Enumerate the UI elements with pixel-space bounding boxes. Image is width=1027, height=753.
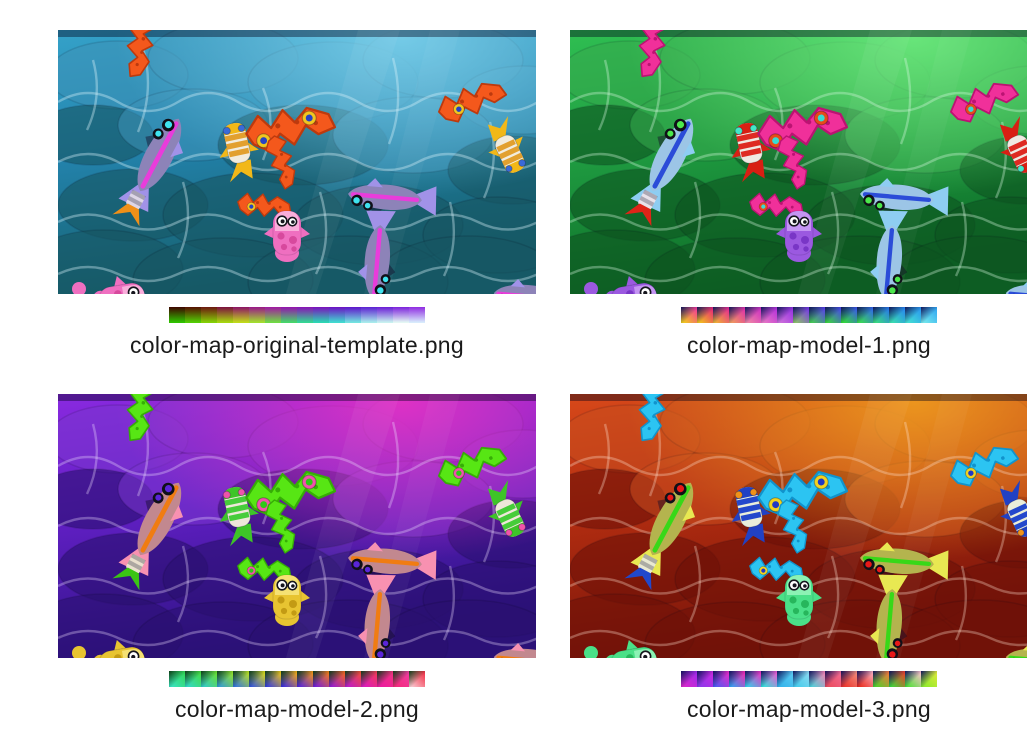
colorbar-tile — [201, 671, 217, 687]
colorbar-tile — [697, 307, 713, 323]
colorbar-tile — [297, 307, 313, 323]
colorbar-tile — [841, 671, 857, 687]
colorbar-tile — [281, 671, 297, 687]
colorbar-tile — [313, 671, 329, 687]
colorbar-tile — [697, 671, 713, 687]
colorbar-tile — [217, 307, 233, 323]
colorbar-tile — [809, 307, 825, 323]
colorbar-tile — [377, 307, 393, 323]
image-caption: color-map-original-template.png — [129, 332, 464, 358]
colorbar-tile — [905, 307, 921, 323]
colorbar-tile — [809, 671, 825, 687]
colorbar-tile — [745, 671, 761, 687]
colorbar-tile — [217, 671, 233, 687]
scene-image-model-2 — [58, 394, 536, 658]
image-caption: color-map-model-1.png — [686, 332, 932, 358]
scene-image-model-1 — [570, 30, 1027, 294]
colorbar-tile — [393, 671, 409, 687]
colorbar-tile — [745, 307, 761, 323]
colorbar-tile — [873, 671, 889, 687]
colorbar-tile — [185, 307, 201, 323]
colorbar-tile — [681, 671, 697, 687]
image-caption: color-map-model-3.png — [686, 696, 932, 722]
colorbar-tile — [409, 671, 425, 687]
colorbar-tile — [729, 307, 745, 323]
colorbar-tile — [361, 671, 377, 687]
colorbar-tile — [905, 671, 921, 687]
colorbar-tile — [265, 671, 281, 687]
colorbar-tile — [857, 307, 873, 323]
colorbar-tile — [281, 307, 297, 323]
colorbar-tile — [233, 307, 249, 323]
colorbar-tile — [297, 671, 313, 687]
colorbar-tile — [329, 307, 345, 323]
colorbar-model-3 — [681, 671, 937, 687]
colorbar-model-1 — [681, 307, 937, 323]
colorbar-tile — [329, 671, 345, 687]
colorbar-tile — [713, 307, 729, 323]
panel-original-template: color-map-original-template.png — [58, 30, 536, 359]
colorbar-tile — [761, 307, 777, 323]
colorbar-tile — [729, 671, 745, 687]
colorbar-original-template — [169, 307, 425, 323]
colorbar-tile — [921, 671, 937, 687]
colorbar-tile — [873, 307, 889, 323]
colorbar-tile — [169, 307, 185, 323]
colorbar-tile — [841, 307, 857, 323]
colorbar-tile — [777, 671, 793, 687]
panel-model-1: color-map-model-1.png — [570, 30, 1027, 359]
colorbar-tile — [409, 307, 425, 323]
colorbar-tile — [825, 671, 841, 687]
colorbar-tile — [777, 307, 793, 323]
colorbar-tile — [713, 671, 729, 687]
colorbar-model-2 — [169, 671, 425, 687]
colorbar-tile — [889, 671, 905, 687]
image-caption: color-map-model-2.png — [174, 696, 420, 722]
colorbar-tile — [393, 307, 409, 323]
colorbar-tile — [201, 307, 217, 323]
colorbar-tile — [793, 671, 809, 687]
colorbar-tile — [825, 307, 841, 323]
colorbar-tile — [889, 307, 905, 323]
colorbar-tile — [265, 307, 281, 323]
scene-image-model-3 — [570, 394, 1027, 658]
colorbar-tile — [313, 307, 329, 323]
colorbar-tile — [681, 307, 697, 323]
colorbar-tile — [185, 671, 201, 687]
colorbar-tile — [377, 671, 393, 687]
colorbar-tile — [793, 307, 809, 323]
colorbar-tile — [249, 307, 265, 323]
panel-model-3: color-map-model-3.png — [570, 394, 1027, 723]
colorbar-tile — [345, 671, 361, 687]
colorbar-tile — [857, 671, 873, 687]
colorbar-tile — [233, 671, 249, 687]
panel-model-2: color-map-model-2.png — [58, 394, 536, 723]
colorbar-tile — [761, 671, 777, 687]
colorbar-tile — [345, 307, 361, 323]
colorbar-tile — [249, 671, 265, 687]
colorbar-tile — [361, 307, 377, 323]
scene-image-original-template — [58, 30, 536, 294]
colorbar-tile — [921, 307, 937, 323]
colorbar-tile — [169, 671, 185, 687]
